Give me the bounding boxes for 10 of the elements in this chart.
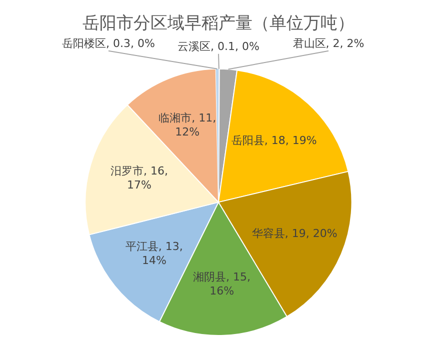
slice-label: 岳阳楼区, 0.3, 0%: [62, 36, 155, 50]
slice-label: 汨罗市, 16, 17%: [110, 164, 168, 192]
slice-label: 云溪区, 0.1, 0%: [178, 40, 260, 53]
chart-title: 岳阳市分区域早稻产量（单位万吨）: [82, 14, 354, 34]
slice-label: 临湘市, 11, 12%: [158, 111, 216, 138]
slice-label: 华容县, 19, 20%: [252, 227, 338, 240]
slice-label: 岳阳县, 18, 19%: [231, 134, 317, 147]
slice-label: 湘阴县, 15, 16%: [193, 270, 251, 298]
slice-label: 君山区, 2, 2%: [292, 36, 364, 50]
slice-label: 平江县, 13, 14%: [125, 240, 183, 267]
